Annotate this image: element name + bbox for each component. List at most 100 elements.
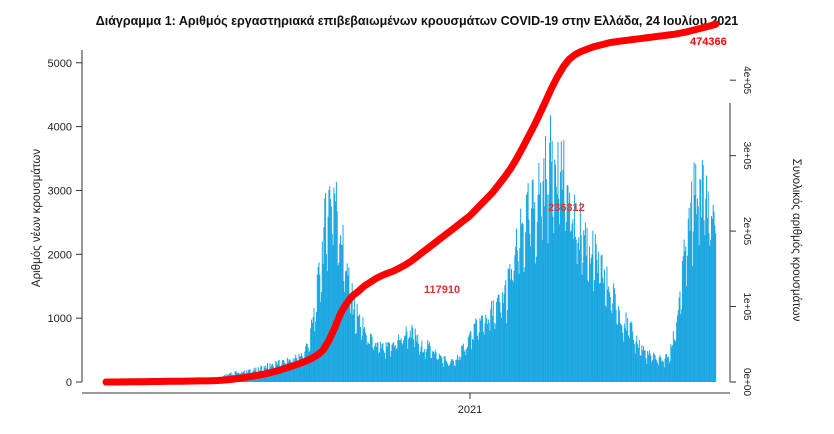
daily-cases-bar bbox=[333, 187, 335, 382]
daily-cases-bar bbox=[460, 357, 462, 382]
daily-cases-bar bbox=[515, 228, 517, 382]
daily-cases-bar bbox=[657, 365, 659, 382]
daily-cases-bar bbox=[698, 245, 700, 382]
daily-cases-bar bbox=[655, 359, 657, 382]
daily-cases-bar bbox=[579, 249, 581, 382]
daily-cases-bar bbox=[648, 350, 650, 382]
daily-cases-bar bbox=[428, 342, 430, 382]
daily-cases-bar bbox=[599, 282, 601, 382]
daily-cases-bar bbox=[683, 239, 685, 382]
daily-cases-bar bbox=[472, 339, 474, 382]
daily-cases-bar bbox=[332, 245, 334, 382]
daily-cases-bar bbox=[324, 198, 326, 382]
daily-cases-bar bbox=[623, 341, 625, 382]
daily-cases-bar bbox=[393, 346, 395, 382]
daily-cases-bar bbox=[450, 361, 452, 382]
daily-cases-bar bbox=[281, 364, 283, 382]
daily-cases-bar bbox=[489, 330, 491, 382]
daily-cases-bar bbox=[715, 233, 717, 382]
daily-cases-bar bbox=[543, 158, 545, 382]
daily-cases-bar bbox=[562, 169, 564, 382]
daily-cases-bar bbox=[395, 349, 397, 382]
daily-cases-bar bbox=[491, 301, 493, 382]
daily-cases-bar bbox=[315, 321, 317, 382]
daily-cases-bar bbox=[554, 159, 556, 382]
daily-cases-bar bbox=[471, 349, 473, 382]
daily-cases-bar bbox=[662, 361, 664, 382]
left-tick-label: 2000 bbox=[48, 249, 72, 261]
daily-cases-bar bbox=[576, 264, 578, 382]
daily-cases-bar bbox=[609, 296, 611, 382]
daily-cases-bar bbox=[368, 343, 370, 382]
daily-cases-bar bbox=[348, 267, 350, 382]
daily-cases-bar bbox=[385, 342, 387, 382]
daily-cases-bar bbox=[596, 259, 598, 382]
daily-cases-bar bbox=[492, 300, 494, 382]
daily-cases-bar bbox=[375, 347, 377, 382]
daily-cases-bar bbox=[606, 266, 608, 382]
daily-cases-bar bbox=[501, 318, 503, 382]
daily-cases-bar bbox=[548, 194, 550, 382]
daily-cases-bar bbox=[601, 254, 603, 382]
daily-cases-bar bbox=[586, 227, 588, 382]
daily-cases-bar bbox=[665, 354, 667, 382]
daily-cases-bar bbox=[421, 340, 423, 382]
daily-cases-bar bbox=[711, 216, 713, 382]
daily-cases-bar bbox=[287, 361, 289, 382]
daily-cases-bar bbox=[377, 342, 379, 382]
daily-cases-bar bbox=[401, 343, 403, 382]
daily-cases-bar bbox=[472, 339, 473, 382]
daily-cases-bar bbox=[350, 313, 351, 382]
daily-cases-bar bbox=[574, 236, 576, 382]
daily-cases-bar bbox=[478, 332, 480, 382]
daily-cases-bar bbox=[493, 322, 495, 382]
daily-cases-bar bbox=[434, 349, 436, 382]
daily-cases-bar bbox=[441, 357, 443, 382]
daily-cases-bar bbox=[645, 358, 647, 382]
daily-cases-bar bbox=[351, 283, 353, 382]
daily-cases-bar bbox=[546, 194, 548, 382]
daily-cases-bar bbox=[686, 255, 688, 382]
daily-cases-bar bbox=[706, 175, 708, 382]
daily-cases-bar bbox=[481, 315, 483, 382]
daily-cases-bar bbox=[672, 331, 674, 382]
daily-cases-bar bbox=[700, 179, 702, 382]
daily-cases-bar bbox=[646, 364, 648, 382]
daily-cases-bar bbox=[651, 362, 653, 382]
daily-cases-bar bbox=[301, 353, 303, 382]
daily-cases-bar bbox=[588, 282, 590, 382]
daily-cases-bar bbox=[550, 162, 552, 382]
daily-cases-bar bbox=[705, 198, 707, 382]
right-axis-ticks: 0e+00 1e+05 2e+05 3e+05 4e+05 bbox=[730, 66, 752, 396]
daily-cases-bar bbox=[589, 263, 591, 382]
left-axis-title: Αριθμός νέων κρουσμάτων bbox=[31, 149, 43, 287]
daily-cases-bar bbox=[631, 322, 633, 382]
daily-cases-bar bbox=[620, 324, 622, 382]
daily-cases-bar bbox=[520, 224, 522, 382]
daily-cases-bar bbox=[382, 343, 384, 382]
daily-cases-bar bbox=[544, 206, 546, 382]
daily-cases-bar bbox=[364, 332, 366, 382]
daily-cases-bar bbox=[530, 208, 532, 382]
daily-cases-bar bbox=[321, 241, 323, 382]
daily-cases-bar bbox=[574, 194, 576, 382]
left-axis-ticks: 0 1000 2000 3000 4000 5000 bbox=[48, 58, 82, 389]
daily-cases-bar bbox=[318, 262, 320, 382]
daily-cases-bar bbox=[525, 194, 527, 382]
daily-cases-bar bbox=[613, 288, 615, 382]
daily-cases-bar bbox=[559, 171, 561, 382]
daily-cases-bar bbox=[640, 356, 642, 382]
daily-cases-bar bbox=[369, 343, 371, 382]
daily-cases-bar bbox=[313, 308, 315, 382]
daily-cases-bar bbox=[325, 253, 327, 382]
cumulative-cases-line bbox=[102, 20, 720, 386]
daily-cases-bar bbox=[345, 271, 347, 382]
daily-cases-bar bbox=[594, 233, 596, 382]
daily-cases-bar bbox=[693, 162, 695, 382]
daily-cases-bar bbox=[301, 356, 303, 382]
daily-cases-bar bbox=[384, 352, 386, 382]
daily-cases-bar bbox=[602, 277, 604, 382]
daily-cases-bar bbox=[359, 314, 361, 382]
daily-cases-bar bbox=[302, 361, 304, 382]
daily-cases-bar bbox=[650, 355, 652, 382]
